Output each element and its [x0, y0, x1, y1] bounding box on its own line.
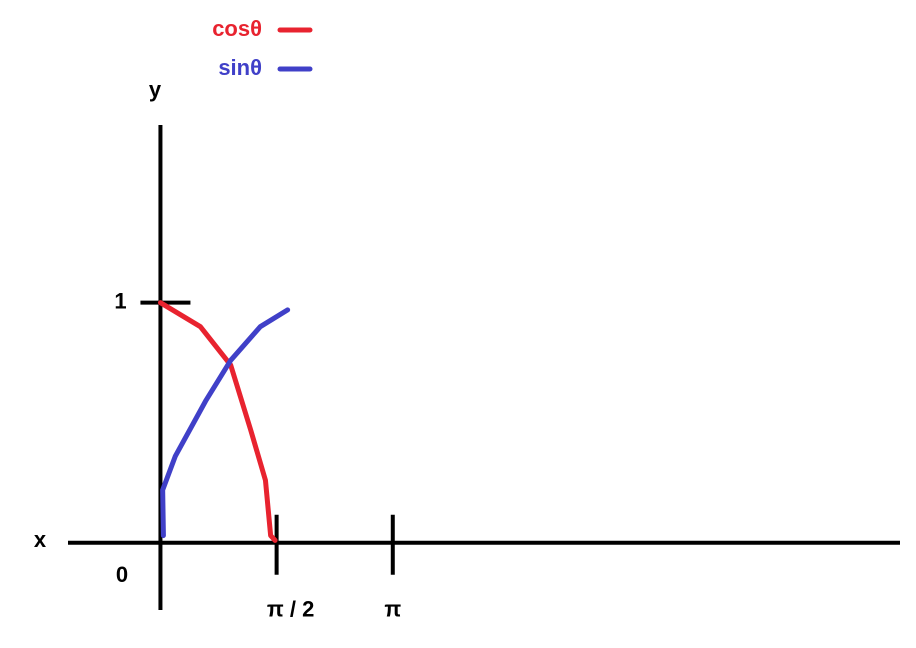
- x-axis-label: x: [34, 527, 47, 552]
- series-line: [160, 307, 291, 539]
- x-tick-label: π / 2: [267, 597, 314, 622]
- x-tick-label: π: [384, 597, 401, 622]
- y-axis-label: y: [149, 77, 162, 102]
- y-tick-label: 1: [114, 288, 126, 313]
- legend-label: sinθ: [218, 55, 262, 80]
- legend-label: cosθ: [212, 16, 262, 41]
- series-line: [157, 300, 278, 543]
- origin-label: 0: [116, 562, 128, 587]
